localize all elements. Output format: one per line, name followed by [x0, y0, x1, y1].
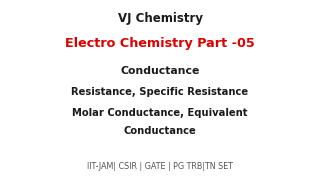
Text: Resistance, Specific Resistance: Resistance, Specific Resistance [71, 87, 249, 97]
Text: Conductance: Conductance [124, 126, 196, 136]
Text: IIT-JAM| CSIR | GATE | PG TRB|TN SET: IIT-JAM| CSIR | GATE | PG TRB|TN SET [87, 162, 233, 171]
Text: Molar Conductance, Equivalent: Molar Conductance, Equivalent [72, 107, 248, 118]
Text: Conductance: Conductance [120, 66, 200, 76]
Text: VJ Chemistry: VJ Chemistry [117, 12, 203, 25]
Text: Electro Chemistry Part -05: Electro Chemistry Part -05 [65, 37, 255, 50]
